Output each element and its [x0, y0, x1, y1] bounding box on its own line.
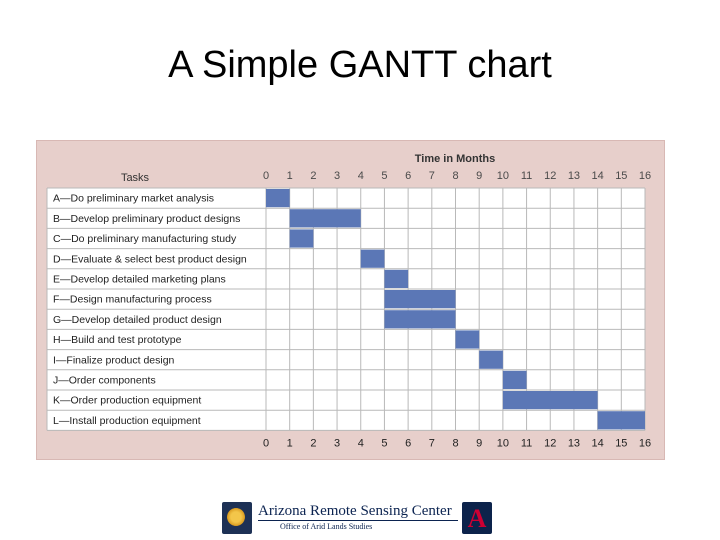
- x-tick-label-top: 8: [452, 170, 458, 182]
- task-label: K—Order production equipment: [53, 395, 201, 407]
- x-tick-label-bottom: 14: [592, 437, 604, 449]
- x-tick-label-top: 15: [615, 170, 627, 182]
- task-labels: A—Do preliminary market analysis B—Develo…: [53, 193, 247, 427]
- task-bar: [502, 391, 598, 410]
- gantt-svg: Time in Months Tasks A—Do preliminary ma…: [46, 153, 651, 449]
- x-tick-label-bottom: 11: [521, 437, 532, 449]
- x-tick-label-bottom: 5: [381, 437, 387, 449]
- x-tick-label-bottom: 16: [639, 437, 651, 449]
- bars: [266, 189, 645, 430]
- x-tick-label-top: 11: [521, 170, 532, 182]
- task-label: J—Order components: [53, 375, 156, 387]
- x-tick-label-top: 0: [263, 170, 269, 182]
- footer-office: Office of Arid Lands Studies: [280, 522, 373, 531]
- task-bar: [384, 310, 456, 329]
- x-tick-label-bottom: 8: [452, 437, 458, 449]
- x-tick-label-top: 7: [429, 170, 435, 182]
- task-label: I—Finalize product design: [53, 354, 175, 366]
- footer-logo: Arizona Remote Sensing Center Office of …: [222, 502, 494, 538]
- task-bar: [289, 209, 361, 228]
- task-label: D—Evaluate & select best product design: [53, 253, 247, 265]
- sun-logo-icon: [222, 502, 252, 534]
- task-label: L—Install production equipment: [53, 415, 201, 427]
- task-bar: [597, 411, 645, 430]
- task-label: A—Do preliminary market analysis: [53, 193, 214, 205]
- x-tick-label-bottom: 3: [334, 437, 340, 449]
- x-tick-label-bottom: 1: [287, 437, 293, 449]
- task-label: F—Design manufacturing process: [53, 294, 212, 306]
- task-label: E—Develop detailed marketing plans: [53, 274, 226, 286]
- task-bar: [479, 350, 503, 369]
- task-label: B—Develop preliminary product designs: [53, 213, 240, 225]
- footer-org-name: Arizona Remote Sensing Center: [258, 503, 452, 519]
- x-tick-label-bottom: 6: [405, 437, 411, 449]
- logo-letter: A: [467, 504, 487, 533]
- x-tick-label-bottom: 12: [544, 437, 556, 449]
- footer-rule: [258, 520, 458, 521]
- task-bar: [266, 189, 290, 208]
- task-label: G—Develop detailed product design: [53, 314, 222, 326]
- x-tick-label-top: 13: [568, 170, 580, 182]
- x-tick-label-top: 5: [381, 170, 387, 182]
- task-label: C—Do preliminary manufacturing study: [53, 233, 237, 245]
- task-bar: [455, 330, 480, 349]
- x-tick-label-top: 14: [592, 170, 604, 182]
- x-tick-label-top: 6: [405, 170, 411, 182]
- x-axis-title: Time in Months: [415, 153, 495, 165]
- x-tick-label-bottom: 15: [615, 437, 627, 449]
- y-axis-title: Tasks: [121, 172, 150, 184]
- x-tick-label-top: 1: [287, 170, 293, 182]
- task-bar: [360, 249, 385, 268]
- x-tick-label-top: 4: [358, 170, 364, 182]
- x-tick-label-top: 3: [334, 170, 340, 182]
- x-tick-label-bottom: 0: [263, 437, 269, 449]
- gantt-chart: Time in Months Tasks A—Do preliminary ma…: [36, 140, 665, 460]
- x-tick-label-top: 2: [310, 170, 316, 182]
- x-tick-label-bottom: 10: [497, 437, 509, 449]
- task-bar: [384, 290, 456, 309]
- x-tick-label-top: 10: [497, 170, 509, 182]
- x-tick-label-bottom: 4: [358, 437, 364, 449]
- task-bar: [384, 269, 409, 288]
- page-title: A Simple GANTT chart: [168, 44, 552, 86]
- x-tick-label-bottom: 13: [568, 437, 580, 449]
- task-label: H—Build and test prototype: [53, 334, 182, 346]
- x-ticks-top: 0 1 2 3 4 5 6 7 8 9 10 11 12 13 14 15 16: [263, 170, 651, 182]
- x-tick-label-top: 16: [639, 170, 651, 182]
- x-tick-label-bottom: 2: [310, 437, 316, 449]
- x-tick-label-top: 12: [544, 170, 556, 182]
- x-tick-label-top: 9: [476, 170, 482, 182]
- university-logo-icon: A: [462, 502, 492, 534]
- x-tick-label-bottom: 7: [429, 437, 435, 449]
- grid: [46, 187, 646, 431]
- task-bar: [502, 370, 527, 389]
- x-tick-label-bottom: 9: [476, 437, 482, 449]
- task-bar: [289, 229, 314, 248]
- x-ticks-bottom: 0 1 2 3 4 5 6 7 8 9 10 11 12 13 14 15 16: [263, 437, 651, 449]
